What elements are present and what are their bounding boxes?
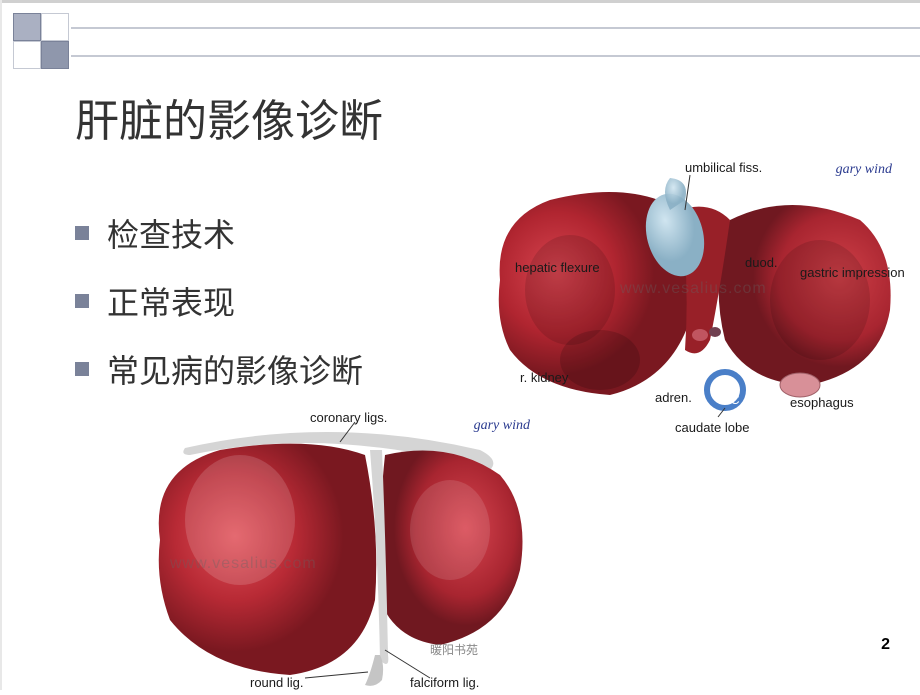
corner-sq-1	[13, 13, 41, 41]
watermark-text: www.vesalius.com	[620, 280, 767, 298]
bullet-text: 常见病的影像诊断	[107, 346, 363, 392]
bullet-marker-icon	[75, 226, 89, 240]
watermark-text: www.vesalius.com	[170, 555, 317, 573]
anatomy-label: hepatic flexure	[515, 260, 600, 275]
bullet-item: 正常表现	[75, 278, 363, 324]
bullet-list: 检查技术 正常表现 常见病的影像诊断	[75, 210, 363, 414]
anatomy-label: gastric impression	[800, 265, 905, 280]
corner-line-1	[71, 27, 920, 29]
anatomy-label: round lig.	[250, 675, 303, 690]
bullet-item: 检查技术	[75, 210, 363, 256]
anatomy-label: duod.	[745, 255, 778, 270]
anatomy-label: caudate lobe	[675, 420, 749, 435]
slide-title: 肝脏的影像诊断	[75, 85, 383, 149]
bullet-marker-icon	[75, 294, 89, 308]
slide-border-left	[0, 0, 2, 690]
corner-sq-3	[13, 41, 41, 69]
corner-sq-2	[41, 13, 69, 41]
anatomy-label: esophagus	[790, 395, 854, 410]
anatomy-label: IVC	[718, 392, 740, 407]
page-number: 2	[881, 636, 890, 654]
anatomy-label: falciform lig.	[410, 675, 479, 690]
anatomy-label: adren.	[655, 390, 692, 405]
liver-diagram-diaphragmatic: gary wind www.vesalius.com coronary ligs…	[130, 400, 540, 690]
liver-diaphragmatic-svg	[130, 400, 540, 690]
footer-text: 暖阳书苑	[430, 641, 478, 658]
corner-sq-4	[41, 41, 69, 69]
liver-diagram-visceral: gary wind www.vesalius.com umbilical fis…	[490, 160, 900, 420]
slide-border-top	[0, 0, 920, 3]
bullet-item: 常见病的影像诊断	[75, 346, 363, 392]
anatomy-label: r. kidney	[520, 370, 568, 385]
bullet-text: 检查技术	[107, 210, 235, 256]
artist-signature: gary wind	[836, 162, 892, 178]
anatomy-label: umbilical fiss.	[685, 160, 762, 175]
corner-line-2	[71, 55, 920, 57]
artist-signature: gary wind	[474, 418, 530, 434]
bullet-text: 正常表现	[107, 278, 235, 324]
corner-decoration	[13, 13, 133, 63]
anatomy-label: coronary ligs.	[310, 410, 387, 425]
bullet-marker-icon	[75, 362, 89, 376]
